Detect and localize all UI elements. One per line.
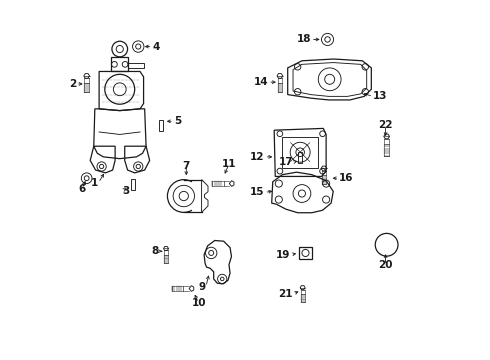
Text: 13: 13 [373,91,388,102]
Text: 11: 11 [222,159,236,169]
Text: 7: 7 [183,161,190,171]
Text: 14: 14 [253,77,268,87]
Text: 16: 16 [339,173,354,183]
Text: 19: 19 [276,250,291,260]
Text: 15: 15 [250,188,265,197]
Text: 5: 5 [174,116,181,126]
Text: 1: 1 [91,178,98,188]
Text: 2: 2 [69,79,76,89]
Text: 8: 8 [151,246,159,256]
Text: 12: 12 [250,152,265,162]
Text: 6: 6 [78,184,86,194]
Text: 21: 21 [278,289,293,299]
Text: 9: 9 [199,282,206,292]
Text: 3: 3 [122,186,129,196]
Text: 17: 17 [278,157,293,167]
Text: 18: 18 [296,35,311,44]
Text: 20: 20 [378,260,393,270]
Text: 10: 10 [192,298,206,308]
Text: 22: 22 [378,120,393,130]
Text: 4: 4 [152,41,160,51]
